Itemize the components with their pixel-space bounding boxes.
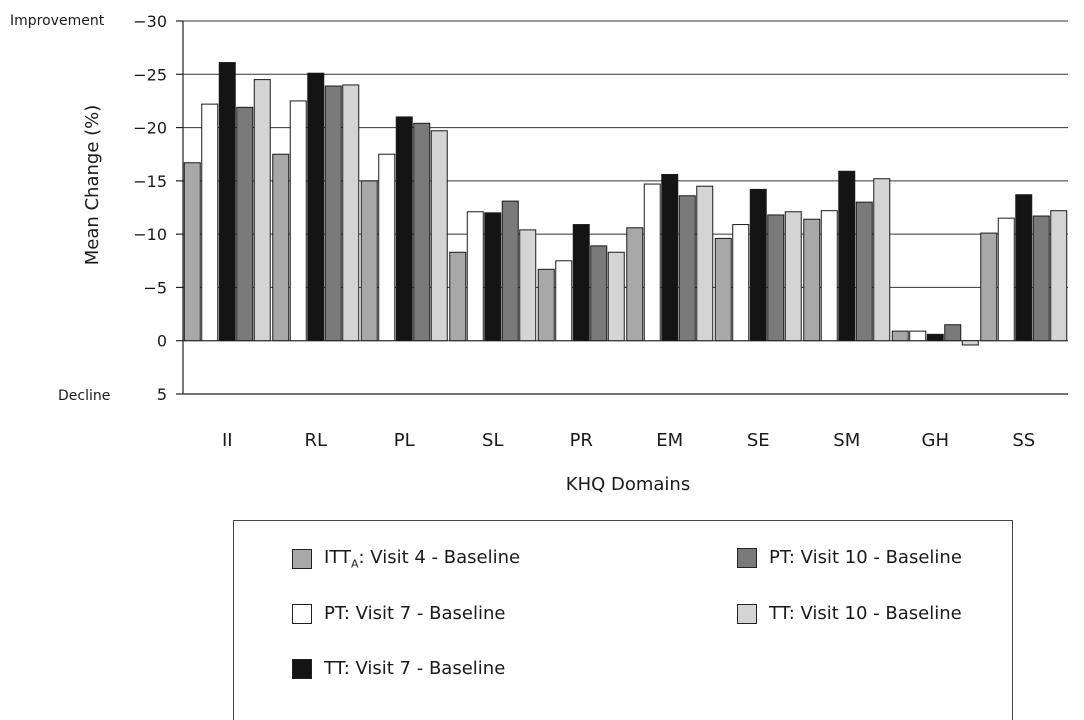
- bar: [466, 211, 484, 342]
- y-tick-labels: −30 −25 −20 −15 −10 −5 0 5: [133, 12, 167, 404]
- bar: [590, 245, 608, 342]
- y-tick-label: −10: [133, 225, 167, 244]
- bar: [926, 333, 944, 342]
- x-tick-label: RL: [304, 430, 327, 451]
- legend-item-itt-visit4: ITTA: Visit 4 - Baseline: [292, 547, 520, 571]
- bar: [944, 324, 962, 342]
- legend-swatch: [737, 603, 757, 624]
- legend-item-tt-visit10: TT: Visit 10 - Baseline: [737, 603, 962, 624]
- legend-swatch: [292, 658, 312, 679]
- bar: [820, 210, 838, 342]
- bar: [572, 224, 590, 342]
- legend-item-pt-visit10: PT: Visit 10 - Baseline: [737, 547, 962, 568]
- bar: [732, 224, 750, 342]
- bar: [873, 178, 891, 342]
- bar: [501, 200, 519, 342]
- bar: [855, 201, 873, 342]
- bar: [360, 180, 378, 342]
- bar: [519, 229, 537, 342]
- bar: [272, 153, 290, 342]
- x-tick-label: PL: [394, 430, 415, 451]
- legend-label: PT: Visit 7 - Baseline: [324, 603, 506, 624]
- bar: [767, 214, 785, 342]
- legend-label: TT: Visit 10 - Baseline: [769, 603, 962, 624]
- bar: [449, 251, 467, 342]
- y-axis-title: Mean Change (%): [82, 105, 103, 266]
- legend: ITTA: Visit 4 - Baseline PT: Visit 7 - B…: [233, 520, 1013, 720]
- bar: [961, 340, 979, 346]
- bar: [324, 85, 342, 342]
- bar: [626, 227, 644, 342]
- y-tick-label: −15: [133, 172, 167, 191]
- bar: [378, 153, 396, 342]
- legend-label: TT: Visit 7 - Baseline: [324, 658, 506, 679]
- bar: [307, 72, 325, 342]
- y-tick-label: −30: [133, 12, 167, 31]
- bar: [413, 122, 431, 342]
- y-tick-label: −20: [133, 119, 167, 138]
- x-tick-label: SS: [1012, 430, 1035, 451]
- bar: [1032, 215, 1050, 342]
- bar: [484, 212, 502, 342]
- bar: [643, 183, 661, 342]
- bar: [430, 130, 448, 342]
- y-tick-label: 0: [157, 332, 167, 351]
- bar: [218, 62, 236, 342]
- bar: [201, 103, 219, 342]
- axes: [176, 20, 1068, 395]
- x-tick-label: SE: [747, 430, 770, 451]
- legend-swatch: [737, 547, 757, 568]
- bar: [891, 330, 909, 342]
- bar: [236, 106, 254, 342]
- bar: [537, 268, 555, 342]
- bar: [661, 173, 679, 342]
- bars: [183, 62, 1068, 346]
- legend-item-pt-visit7: PT: Visit 7 - Baseline: [292, 603, 505, 624]
- bar: [980, 232, 998, 342]
- y-tick-label: 5: [157, 385, 167, 404]
- bar: [803, 218, 821, 342]
- bar: [909, 330, 927, 342]
- y-tick-label: −25: [133, 65, 167, 84]
- x-tick-labels: II RL PL SL PR EM SE SM GH SS: [222, 430, 1035, 451]
- x-tick-label: II: [222, 430, 233, 451]
- bar: [696, 185, 714, 342]
- bar: [838, 170, 856, 342]
- bar: [555, 260, 573, 342]
- legend-label: ITTA: Visit 4 - Baseline: [324, 547, 521, 571]
- x-tick-label: PR: [570, 430, 593, 451]
- legend-swatch: [292, 548, 312, 569]
- x-axis-title: KHQ Domains: [566, 474, 690, 495]
- bar: [342, 84, 360, 342]
- x-tick-label: GH: [922, 430, 949, 451]
- bar: [714, 237, 732, 342]
- legend-label: PT: Visit 10 - Baseline: [769, 547, 962, 568]
- bar: [395, 116, 413, 342]
- y-tick-label: −5: [143, 278, 167, 297]
- bar: [253, 79, 271, 342]
- bar: [183, 162, 201, 342]
- bar: [997, 217, 1015, 342]
- bar-chart: Improvement Decline −30−25−20−15−10−505 …: [10, 12, 1068, 495]
- legend-item-tt-visit7: TT: Visit 7 - Baseline: [292, 658, 505, 679]
- x-tick-label: SM: [833, 430, 860, 451]
- x-tick-label: EM: [656, 430, 683, 451]
- bar: [607, 251, 625, 342]
- bar: [749, 188, 767, 342]
- improvement-annotation: Improvement: [10, 13, 105, 29]
- decline-annotation: Decline: [58, 388, 110, 404]
- x-tick-label: SL: [482, 430, 503, 451]
- bar: [289, 100, 307, 342]
- bar: [1015, 194, 1033, 342]
- legend-swatch: [292, 603, 312, 624]
- bar: [678, 195, 696, 342]
- bar: [1050, 210, 1068, 342]
- bar: [784, 211, 802, 342]
